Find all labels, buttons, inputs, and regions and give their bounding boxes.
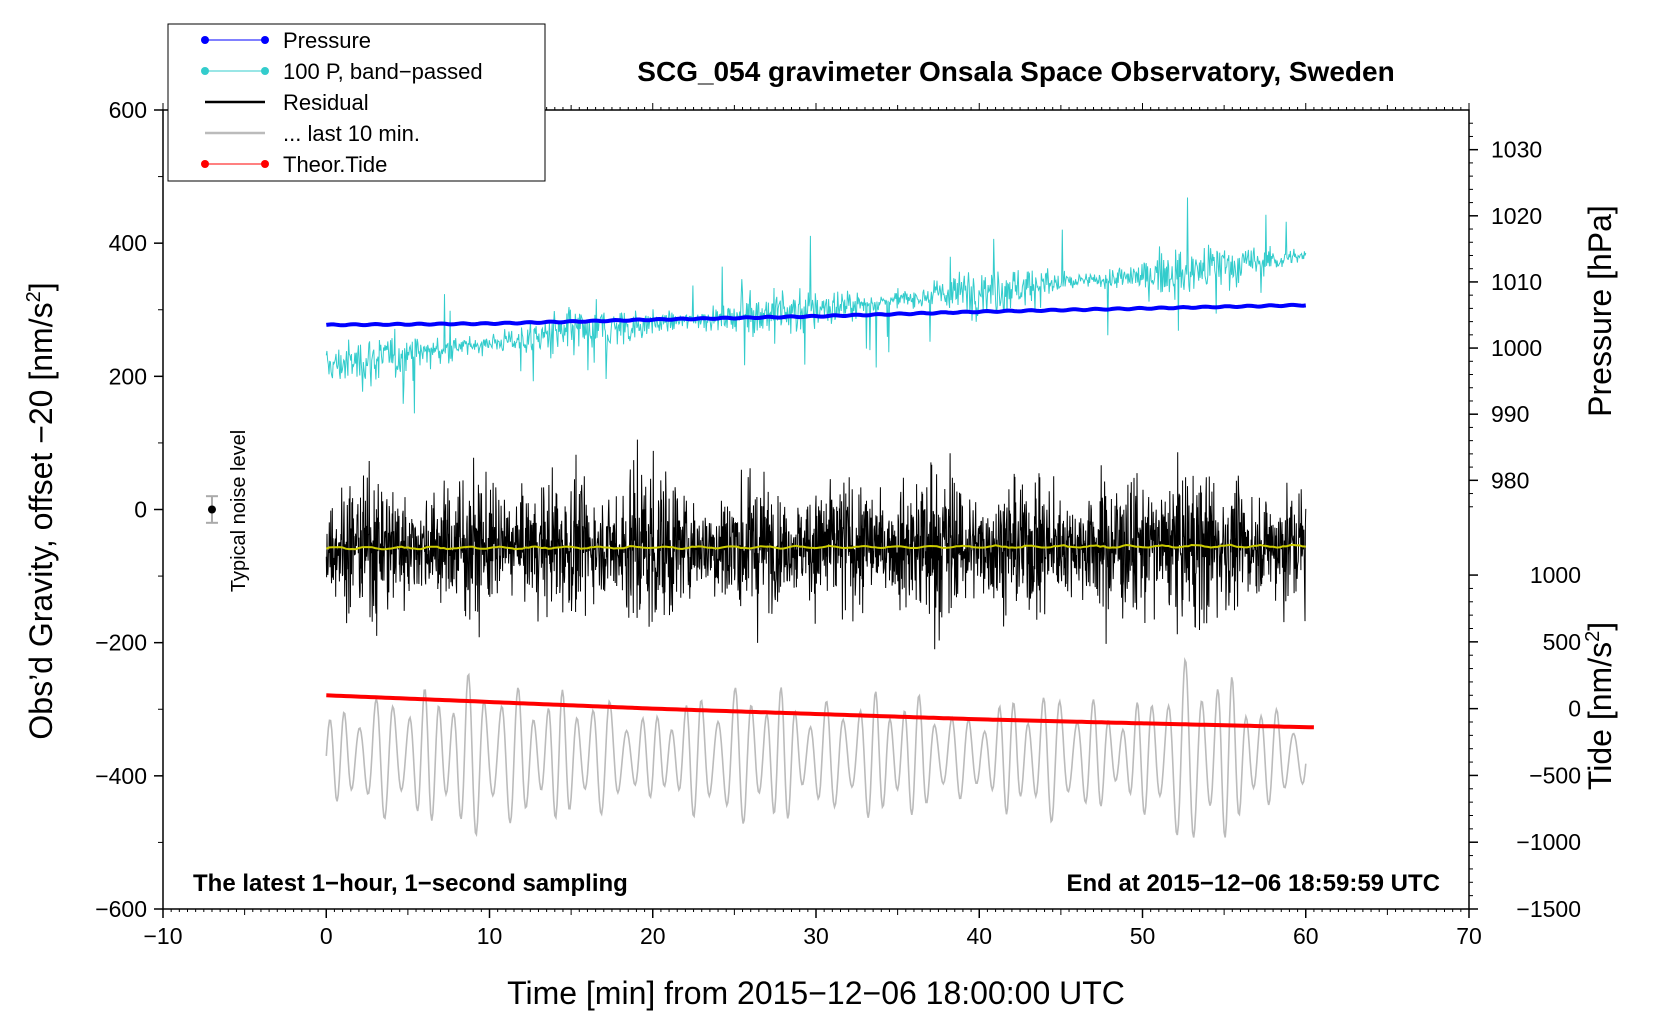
pressure-tick-label: 1000 [1491, 335, 1542, 361]
series-tide-layer [326, 693, 1314, 730]
x-tick-label: 60 [1293, 923, 1319, 949]
series-residual-mean-layer [325, 543, 1306, 551]
series-tide [326, 693, 1314, 730]
annotation-end-time: End at 2015−12−06 18:59:59 UTC [1066, 870, 1440, 897]
noise-point [207, 505, 216, 514]
tide-tick-label: 1000 [1530, 562, 1581, 588]
annotation-sampling: The latest 1−hour, 1−second sampling [193, 870, 628, 897]
y-axis-title-left-main: Obs’d Gravity, offset −20 [nm/s [23, 302, 59, 739]
x-tick-label: 20 [640, 923, 666, 949]
chart-title: SCG_054 gravimeter Onsala Space Observat… [637, 56, 1394, 87]
series-band-passed-layer [325, 197, 1307, 414]
x-tick-label: −10 [143, 923, 182, 949]
axis-ticks: −10 0 10 20 30 40 50 60 706004002000−200−400−600… [95, 97, 1581, 949]
legend: Pressure 100 P, band−passed Residual ... la… [167, 23, 546, 182]
y-tick-label: −200 [95, 630, 147, 656]
y-axis-title-tide: Tide [nm/s2] [1582, 622, 1618, 790]
tide-tick-label: −1500 [1516, 896, 1581, 922]
legend-marker-end [261, 160, 269, 168]
pressure-tick-label: 1020 [1491, 203, 1542, 229]
legend-marker-start [201, 67, 209, 75]
noise-indicator [205, 495, 218, 524]
y-tick-label: 200 [109, 363, 147, 389]
series-pressure-layer [326, 302, 1307, 328]
legend-marker-start [201, 36, 209, 44]
legend-label: ... last 10 min. [283, 121, 420, 146]
pressure-tick-label: 980 [1491, 467, 1529, 493]
y-axis-title-tide-main: Tide [nm/s [1582, 642, 1618, 790]
legend-marker-start [201, 160, 209, 168]
tide-tick-label: −1000 [1516, 829, 1581, 855]
legend-label: 100 P, band−passed [283, 59, 483, 84]
pressure-tick-label: 1030 [1491, 137, 1542, 163]
x-tick-label: 50 [1130, 923, 1156, 949]
tide-tick-label: 0 [1568, 696, 1581, 722]
series-residual-mean [325, 543, 1306, 551]
pressure-tick-label: 990 [1491, 401, 1529, 427]
legend-label: Residual [283, 90, 369, 115]
tide-tick-label: 500 [1543, 629, 1581, 655]
y-tick-label: 400 [109, 230, 147, 256]
legend-label: Pressure [283, 28, 371, 53]
tide-tick-label: −500 [1529, 762, 1581, 788]
legend-marker-end [261, 67, 269, 75]
x-tick-label: 70 [1456, 923, 1482, 949]
legend-marker-end [261, 36, 269, 44]
y-tick-label: 600 [109, 97, 147, 123]
y-axis-title-left-sup: 2 [23, 291, 45, 302]
y-tick-label: −600 [95, 896, 147, 922]
series-residual [325, 439, 1307, 650]
y-axis-title-pressure: Pressure [hPa] [1582, 205, 1618, 417]
y-axis-title-left: Obs’d Gravity, offset −20 [nm/s2] [23, 282, 59, 739]
series-last-10-min-layer [325, 656, 1307, 838]
x-tick-label: 0 [320, 923, 333, 949]
y-axis-title-tide-sup: 2 [1582, 631, 1604, 642]
series-last-10-min [325, 656, 1307, 838]
x-tick-label: 40 [966, 923, 992, 949]
x-axis-title: Time [min] from 2015−12−06 18:00:00 UTC [507, 975, 1125, 1011]
series-band-passed [325, 197, 1307, 414]
series-residual-layer [325, 439, 1307, 650]
x-tick-label: 30 [803, 923, 829, 949]
y-axis-title-left-end: ] [23, 282, 59, 291]
legend-label: Theor.Tide [283, 152, 387, 177]
y-axis-title-tide-end: ] [1582, 622, 1618, 631]
pressure-tick-label: 1010 [1491, 269, 1542, 295]
series-pressure [326, 302, 1307, 328]
y-tick-label: 0 [134, 497, 147, 523]
y-tick-label: −400 [95, 763, 147, 789]
x-tick-label: 10 [477, 923, 503, 949]
noise-label: Typical noise level [228, 430, 250, 592]
